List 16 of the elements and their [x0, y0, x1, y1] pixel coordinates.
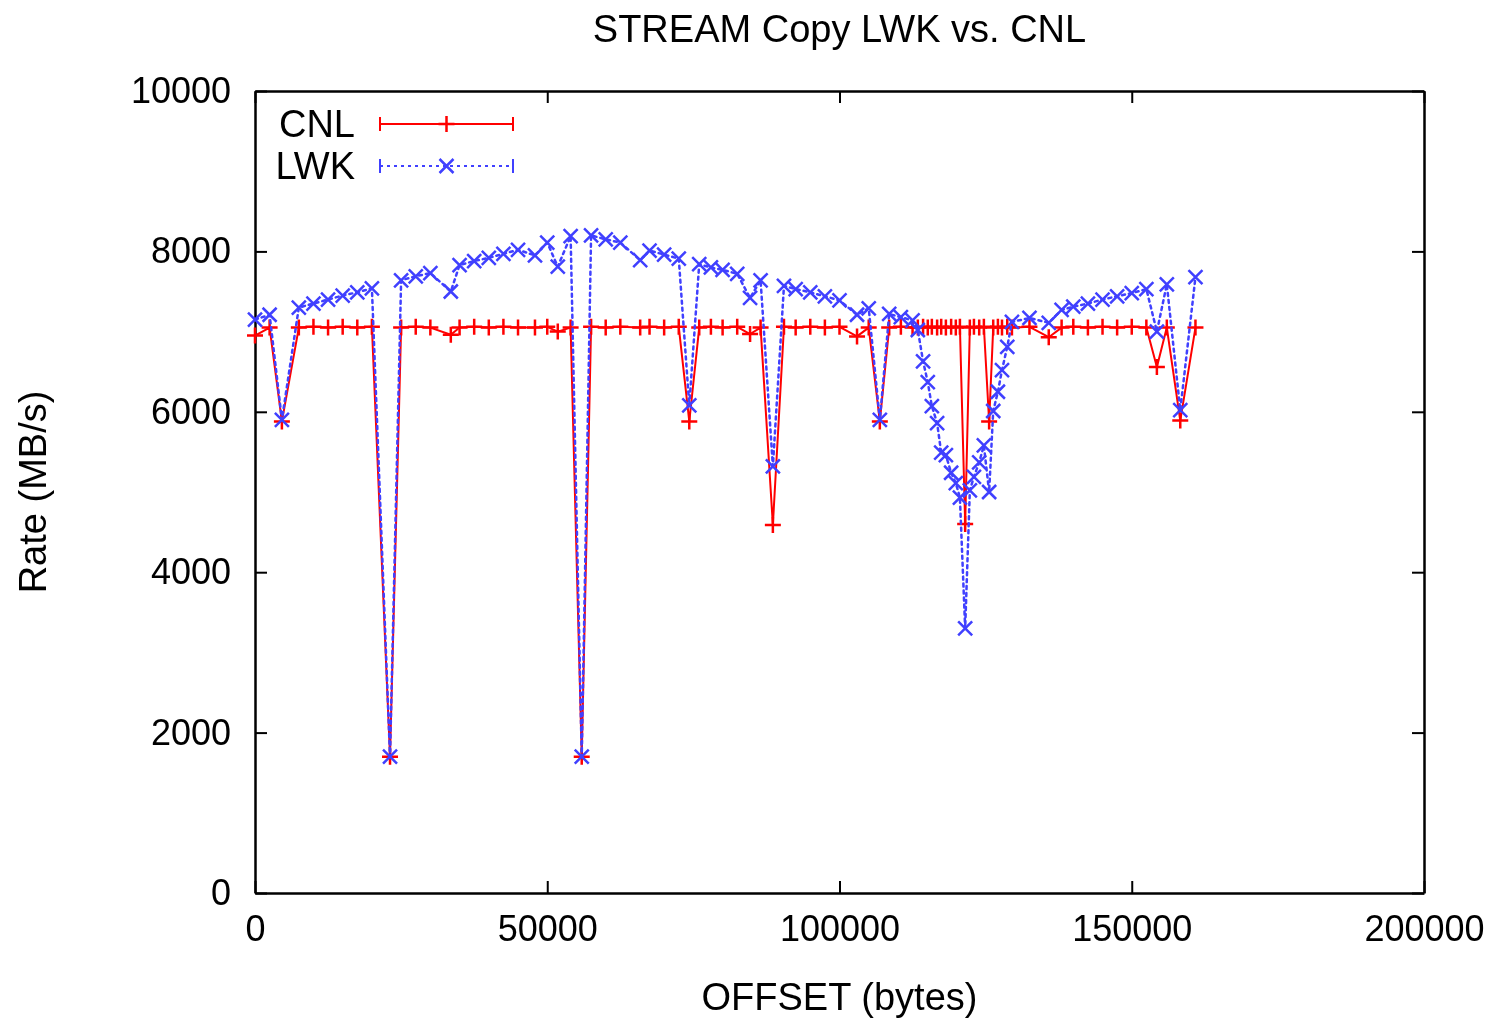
y-axis-title: Rate (MB/s) — [12, 390, 54, 594]
y-tick-label: 8000 — [150, 230, 231, 272]
legend-label: LWK — [275, 145, 355, 187]
legend-label: CNL — [278, 103, 355, 145]
chart-title: STREAM Copy LWK vs. CNL — [592, 8, 1087, 50]
x-tick-label: 50000 — [497, 907, 598, 949]
x-tick-label: 150000 — [1072, 907, 1193, 949]
y-tick-label: 10000 — [130, 70, 231, 112]
y-tick-label: 6000 — [150, 390, 231, 432]
y-tick-label: 0 — [210, 872, 231, 914]
x-axis-title: OFFSET (bytes) — [701, 976, 978, 1018]
x-tick-label: 0 — [245, 907, 266, 949]
y-tick-label: 4000 — [150, 551, 231, 593]
x-tick-label: 200000 — [1364, 907, 1485, 949]
y-tick-label: 2000 — [150, 711, 231, 753]
x-tick-label: 100000 — [779, 907, 901, 949]
